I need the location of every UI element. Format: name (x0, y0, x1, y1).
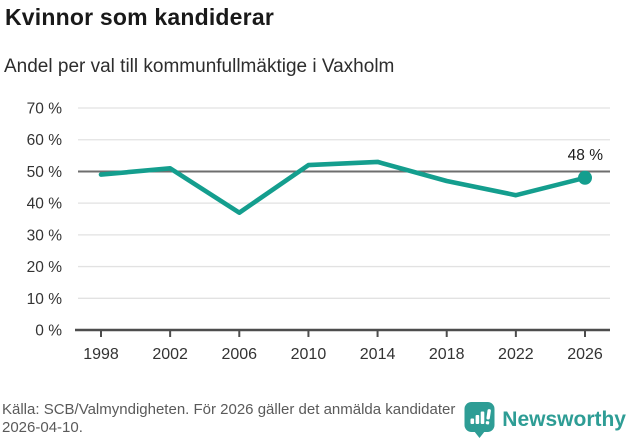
y-tick-label: 60 % (27, 132, 63, 149)
x-tick-label: 2014 (360, 346, 396, 363)
data-point-2026 (578, 170, 592, 185)
x-tick-label: 1998 (83, 346, 119, 363)
y-tick-label: 20 % (27, 259, 63, 276)
newsworthy-brand[interactable]: Newsworthy (464, 401, 626, 438)
chart-subtitle: Andel per val till kommunfullmäktige i V… (4, 56, 395, 77)
x-tick-label: 2002 (152, 346, 188, 363)
x-tick-label: 2018 (429, 346, 465, 363)
x-tick-label: 2006 (221, 346, 257, 363)
y-tick-label: 50 % (27, 164, 63, 181)
line-chart: 0 % 10 % 20 % 30 % 40 % 50 % 60 % 70 % 1998 2002 2… (27, 101, 610, 363)
newsworthy-logo-icon (464, 402, 495, 438)
x-tick-label: 2022 (498, 346, 534, 363)
y-tick-label: 40 % (27, 196, 63, 213)
newsworthy-brand-name: Newsworthy (502, 407, 626, 431)
y-tick-label: 10 % (27, 291, 63, 308)
y-tick-label: 0 % (35, 323, 62, 340)
source-note: Källa: SCB/Valmyndigheten. För 2026 gäll… (2, 401, 456, 436)
y-tick-label: 30 % (27, 227, 63, 244)
y-tick-label: 70 % (27, 101, 63, 118)
x-tick-label: 2026 (567, 346, 603, 363)
data-line (98, 159, 588, 215)
x-tick-label: 2010 (291, 346, 327, 363)
point-value-label: 48 % (568, 147, 604, 164)
chart-title: Kvinnor som kandiderar (5, 4, 274, 30)
